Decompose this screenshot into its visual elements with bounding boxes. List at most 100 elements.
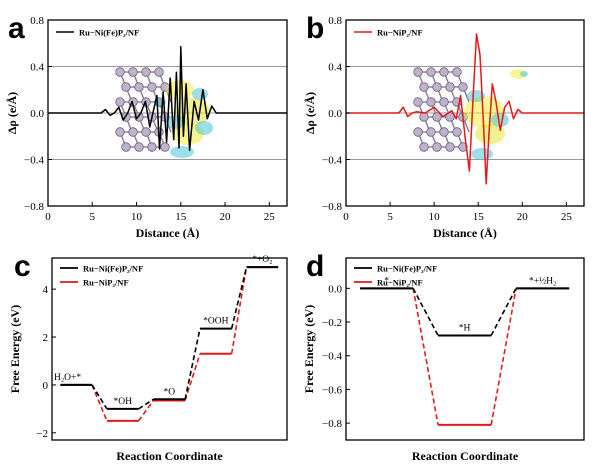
y-axis-label: Free Energy (eV) (302, 305, 316, 393)
y-tick-label: −0.8 (322, 201, 342, 213)
series-1 (360, 287, 570, 426)
connector (230, 266, 248, 329)
connector (490, 288, 517, 425)
lattice-atom (419, 112, 429, 122)
panel-c: c H₂O+* *OH *O *OOH *+O₂ −2 0 2 4 Reaction Coordin… (8, 250, 288, 463)
lattice-atom (128, 127, 138, 137)
y-tick-label: 0.8 (328, 15, 342, 27)
y-tick-label: −0.2 (322, 317, 342, 329)
panel-label: c (14, 250, 31, 283)
y-tick-label: −0.8 (322, 418, 342, 430)
legend-label: Ru−NiP₂/NF (83, 278, 129, 288)
x-tick-label: 25 (264, 211, 276, 223)
x-tick-label: 5 (90, 211, 96, 223)
step-label: *H (459, 324, 471, 334)
y-tick-label: 0.4 (30, 62, 44, 74)
panel-label: b (306, 12, 324, 45)
step-label: *OH (113, 397, 132, 407)
series-0 (360, 287, 570, 337)
lattice-atom (432, 82, 442, 92)
lattice-atom (419, 82, 429, 92)
x-tick-label: 0 (343, 211, 349, 223)
series-1 (60, 266, 279, 422)
lattice-atom (426, 127, 436, 137)
x-tick-label: 15 (175, 211, 187, 223)
connector (490, 287, 517, 336)
y-tick-label: −2 (36, 428, 48, 440)
panel-a: a 0 5 10 15 20 25 −0.8 −0.4 0.0 0.4 0.8 Distance (Å)… (5, 12, 288, 240)
y-tick-label: −0.4 (322, 351, 342, 363)
charge-density-blob (195, 121, 213, 135)
lattice-atom (452, 127, 462, 137)
connector (137, 400, 155, 422)
lattice-atom (445, 142, 455, 152)
y-tick-label: 0.8 (30, 15, 44, 27)
connector (138, 398, 154, 410)
lattice-atom (452, 67, 462, 77)
x-tick-label: 20 (220, 211, 232, 223)
lattice-atom (413, 127, 423, 137)
legend-label: Ru−Ni(Fe)P₂/NF (377, 264, 437, 274)
lattice-atom (115, 97, 125, 107)
connector (230, 266, 248, 354)
y-tick-label: 0.0 (30, 108, 44, 120)
y-tick-label: −0.4 (24, 155, 44, 167)
charge-density-blob (471, 148, 493, 160)
connector (412, 287, 439, 336)
charge-density-blob (491, 113, 509, 127)
connector (184, 328, 201, 400)
y-tick-label: −0.8 (24, 201, 44, 213)
y-tick-label: −0.4 (322, 155, 342, 167)
lattice-atom (413, 67, 423, 77)
lattice-atom (419, 142, 429, 152)
x-axis-label: Distance (Å) (433, 226, 497, 240)
lattice-atom (134, 142, 144, 152)
lattice-atom (445, 82, 455, 92)
lattice-atom (147, 82, 157, 92)
y-tick-label: 0 (43, 380, 49, 392)
x-tick-label: 15 (473, 211, 485, 223)
y-tick-label: 4 (43, 284, 49, 296)
lattice-atom (432, 142, 442, 152)
series-line (48, 45, 287, 151)
lattice-atom (413, 97, 423, 107)
connector (412, 288, 439, 425)
x-tick-label: 5 (387, 211, 393, 223)
legend-label: Ru−NiP₂/NF (377, 28, 423, 38)
y-axis-label: Δρ (e/Å) (303, 92, 317, 134)
series-0 (60, 266, 279, 410)
plot-frame (51, 257, 288, 441)
x-axis-label: Reaction Coordinate (412, 449, 519, 463)
lattice-atom (458, 142, 468, 152)
lattice-atom (458, 82, 468, 92)
charge-density-blob (520, 71, 528, 77)
lattice-atom (439, 97, 449, 107)
lattice-atom (121, 82, 131, 92)
charge-density-blob (192, 88, 208, 100)
lattice-atom (134, 82, 144, 92)
lattice-atom (432, 112, 442, 122)
step-label: *OOH (203, 317, 228, 327)
lattice-atom (439, 127, 449, 137)
charge-density-blob (467, 90, 485, 102)
step-label: *+½H₂ (529, 275, 556, 286)
x-tick-label: 20 (517, 211, 529, 223)
legend-label: Ru−Ni(Fe)P₂/NF (83, 264, 143, 274)
panel-label: a (8, 12, 25, 45)
plot-frame (345, 257, 585, 441)
step-label: H₂O+* (54, 373, 81, 383)
charge-density-blob (475, 124, 505, 144)
connector (184, 353, 201, 401)
panel-d: d * *H *+½H₂ −0.8 −0.6 −0.4 −0.2 0.0 Reaction Coo… (302, 250, 585, 463)
y-axis-label: Δρ (e/Å) (5, 92, 19, 134)
panel-label: d (306, 250, 324, 283)
lattice-atom (426, 67, 436, 77)
panel-b: b 0 5 10 15 20 25 −0.8 −0.4 0.0 0.4 0.8 Distance (Å)… (303, 12, 585, 240)
x-axis-label: Reaction Coordinate (116, 449, 223, 463)
y-tick-label: 0.4 (328, 62, 342, 74)
step-label: *+O₂ (252, 255, 272, 265)
lattice-atom (160, 142, 170, 152)
x-tick-label: 25 (561, 211, 573, 223)
y-axis-label: Free Energy (eV) (8, 305, 22, 393)
lattice-atom (128, 67, 138, 77)
